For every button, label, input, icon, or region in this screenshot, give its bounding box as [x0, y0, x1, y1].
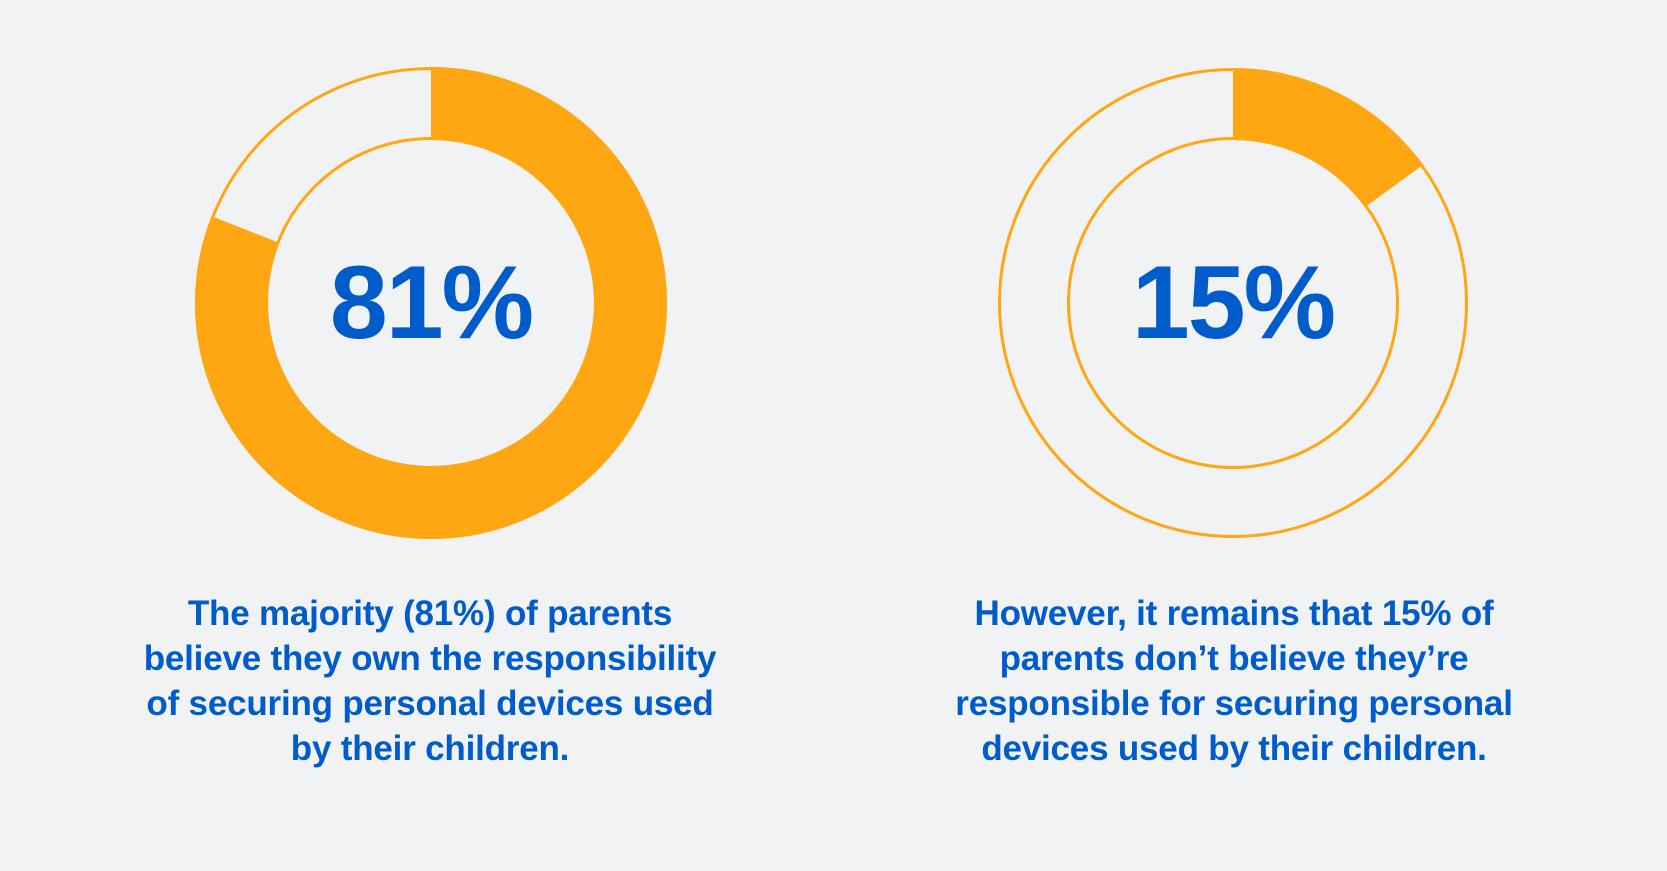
donut-15-inner-ring — [1067, 137, 1399, 469]
caption-line: of securing personal devices used — [146, 684, 714, 723]
caption-line: by their children. — [290, 729, 570, 768]
caption-line: devices used by their children. — [981, 729, 1487, 768]
donut-15-filled-arc — [1233, 68, 1424, 208]
donut-81-outer-ring — [195, 67, 667, 539]
caption-line: believe they own the responsibility — [143, 639, 717, 678]
caption-81: The majority (81%) of parents believe th… — [80, 591, 780, 771]
donut-chart-15: 15% — [998, 68, 1468, 538]
donut-81-filled-arc — [195, 67, 667, 539]
donut-chart-81: 81% — [195, 67, 667, 539]
donut-15-value-label: 15% — [1132, 245, 1334, 361]
donut-81-value-label: 81% — [330, 245, 532, 361]
donut-81-inner-ring — [265, 137, 597, 469]
caption-line: The majority (81%) of parents — [187, 594, 673, 633]
caption-line: parents don’t believe they’re — [999, 639, 1469, 678]
caption-line: responsible for securing personal — [955, 684, 1513, 723]
caption-line: However, it remains that 15% of — [974, 594, 1494, 633]
donut-15-outer-ring — [998, 68, 1468, 538]
caption-15: However, it remains that 15% of parents … — [884, 591, 1584, 771]
